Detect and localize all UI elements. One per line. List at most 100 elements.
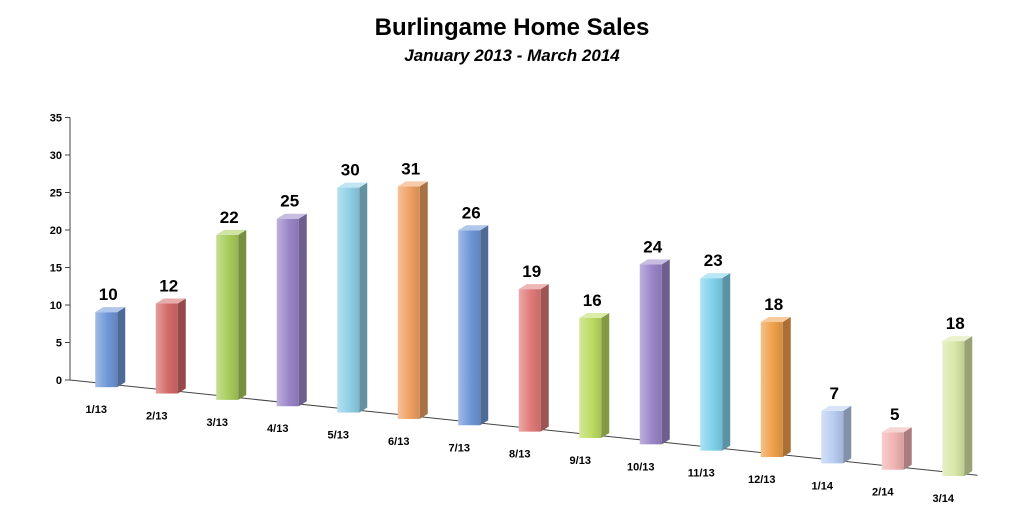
bar-side: [661, 259, 670, 445]
data-label: 10: [99, 285, 118, 304]
bar-top: [397, 181, 428, 187]
data-label: 26: [462, 203, 481, 222]
data-label: 25: [280, 192, 299, 211]
bar-9-13: [579, 312, 610, 438]
bar-4-13: [276, 213, 307, 407]
bar-front: [518, 289, 541, 432]
data-label: 19: [522, 262, 541, 281]
data-label: 18: [946, 314, 965, 333]
bar-1-14: [821, 405, 852, 464]
chart-subtitle: January 2013 - March 2014: [404, 46, 620, 65]
x-tick-label: 4/13: [267, 423, 288, 435]
bar-side: [540, 284, 549, 432]
bar-10-13: [639, 259, 670, 445]
bar-top: [579, 312, 610, 318]
x-tick-label: 5/13: [328, 430, 349, 442]
data-label: 23: [704, 251, 723, 270]
bar-front: [821, 410, 844, 464]
y-tick-label: 15: [50, 263, 62, 275]
bar-side: [903, 427, 912, 470]
bar-top: [639, 259, 670, 265]
bar-top: [155, 298, 186, 304]
bar-front: [216, 234, 239, 400]
x-tick-label: 10/13: [627, 461, 655, 473]
x-tick-label: 2/14: [872, 487, 894, 499]
y-tick-label: 5: [56, 338, 62, 350]
x-tick-label: 11/13: [688, 468, 715, 480]
bar-3-13: [216, 229, 247, 400]
bar-side: [117, 307, 126, 388]
y-tick-label: 35: [50, 113, 62, 125]
bar-top: [458, 225, 489, 231]
bar-front: [95, 312, 118, 388]
data-label: 31: [401, 159, 420, 178]
bar-front: [579, 317, 602, 438]
x-tick-label: 8/13: [509, 449, 530, 461]
bar-side: [782, 317, 791, 458]
chart-title: Burlingame Home Sales: [374, 14, 650, 41]
bar-front: [458, 230, 481, 426]
x-tick-label: 6/13: [388, 436, 409, 448]
bar-top: [216, 229, 247, 235]
bar-top: [518, 284, 549, 290]
x-tick-label: 1/13: [86, 404, 107, 416]
bar-front: [276, 218, 299, 407]
bar-7-13: [458, 225, 489, 426]
bar-top: [337, 182, 368, 188]
bar-side: [964, 336, 973, 477]
bar-side: [601, 312, 610, 438]
data-label: 5: [890, 405, 899, 424]
bar-front: [155, 303, 178, 394]
bar-side: [843, 405, 852, 464]
y-tick-label: 10: [50, 300, 62, 312]
bar-side: [480, 225, 489, 426]
bar-front: [942, 341, 965, 477]
bar-2-13: [155, 298, 186, 394]
bar-side: [419, 181, 428, 419]
data-label: 22: [220, 208, 239, 227]
bar-front: [700, 278, 723, 451]
bar-3-14: [942, 336, 973, 477]
bar-6-13: [397, 181, 428, 419]
bar-5-13: [337, 182, 368, 413]
y-tick-label: 20: [50, 225, 62, 237]
x-tick-label: 3/13: [207, 417, 228, 429]
bar-front: [881, 432, 904, 470]
bar-2-14: [881, 427, 912, 470]
bar-11-13: [700, 273, 731, 451]
bar-side: [298, 213, 307, 407]
bar-side: [238, 229, 247, 400]
data-label: 18: [764, 295, 783, 314]
bar-side: [722, 273, 731, 451]
bars: [95, 181, 973, 477]
data-label: 12: [159, 277, 178, 296]
x-tick-label: 2/13: [146, 411, 167, 423]
bar-front: [639, 264, 662, 445]
x-tick-label: 1/14: [812, 480, 834, 492]
bar-1-13: [95, 307, 126, 388]
bar-8-13: [518, 284, 549, 432]
y-tick-label: 0: [56, 375, 62, 387]
y-tick-label: 25: [50, 188, 62, 200]
y-tick-label: 30: [50, 150, 62, 162]
bar-top: [881, 427, 912, 433]
labels: 10 1/13 12 2/13 22 3/13 25 4/13 30 5/13 31 6/13 26 7/…: [86, 159, 965, 505]
data-label: 7: [830, 384, 839, 403]
bar-top: [760, 317, 791, 323]
bar-side: [359, 182, 368, 413]
bar-top: [276, 213, 307, 219]
x-tick-label: 9/13: [570, 455, 591, 467]
bar-top: [821, 405, 852, 411]
bar-top: [700, 273, 731, 279]
bar-front: [337, 187, 360, 413]
x-tick-label: 12/13: [748, 474, 776, 486]
bar-front: [397, 186, 420, 419]
bar-top: [942, 336, 973, 342]
data-label: 16: [583, 291, 602, 310]
bar-12-13: [760, 317, 791, 458]
bar-side: [177, 298, 186, 394]
data-label: 24: [643, 237, 662, 256]
bar-top: [95, 307, 126, 313]
x-tick-label: 7/13: [449, 442, 470, 454]
